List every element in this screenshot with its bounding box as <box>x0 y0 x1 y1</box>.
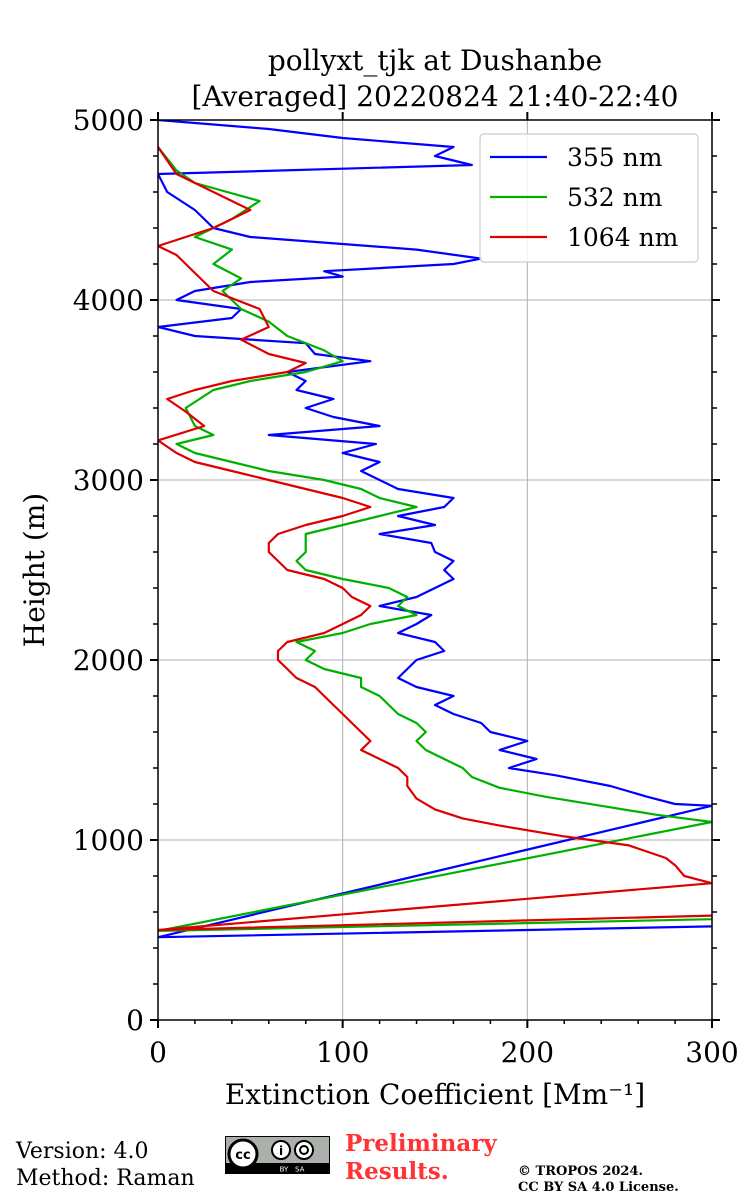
legend-label: 1064 nm <box>567 223 679 252</box>
y-tick-label: 4000 <box>73 284 144 317</box>
x-tick-label: 200 <box>501 1036 554 1069</box>
series-lines <box>158 120 712 939</box>
cc-by-sa-icon: cc i BY SA <box>225 1136 330 1174</box>
svg-text:cc: cc <box>235 1148 250 1163</box>
y-tick-label: 5000 <box>73 104 144 137</box>
copyright-line1: © TROPOS 2024. <box>518 1164 644 1179</box>
x-tick-label: 300 <box>685 1036 738 1069</box>
series-line-355-nm <box>158 120 712 939</box>
preliminary-line2: Results. <box>345 1158 449 1185</box>
chart-title-line2: [Averaged] 20220824 21:40-22:40 <box>191 80 679 113</box>
version-label: Version: 4.0 <box>16 1139 149 1164</box>
legend-label: 355 nm <box>567 143 663 172</box>
x-axis-label: Extinction Coefficient [Mm⁻¹] <box>225 1078 645 1111</box>
y-tick-label: 3000 <box>73 464 144 497</box>
preliminary-line1: Preliminary <box>345 1130 497 1157</box>
svg-text:i: i <box>279 1144 283 1158</box>
x-tick-label: 0 <box>149 1036 167 1069</box>
y-tick-label: 1000 <box>73 824 144 857</box>
legend: 355 nm 532 nm 1064 nm <box>479 133 699 263</box>
series-line-1064-nm <box>158 146 712 932</box>
y-tick-label: 0 <box>126 1004 144 1037</box>
legend-box <box>479 133 699 263</box>
cc-badge-label: BY SA <box>280 1166 305 1174</box>
y-axis-label: Height (m) <box>18 493 51 647</box>
chart-title-line1: pollyxt_tjk at Dushanbe <box>267 44 603 77</box>
legend-label: 532 nm <box>567 183 663 212</box>
method-label: Method: Raman <box>16 1166 195 1191</box>
x-tick-label: 100 <box>316 1036 369 1069</box>
preliminary-results-note: Preliminary Results. <box>345 1130 497 1186</box>
y-tick-label: 2000 <box>73 644 144 677</box>
copyright-note: © TROPOS 2024. CC BY SA 4.0 License. <box>518 1164 679 1196</box>
copyright-line2: CC BY SA 4.0 License. <box>518 1180 679 1195</box>
axes-frame <box>157 119 713 1021</box>
